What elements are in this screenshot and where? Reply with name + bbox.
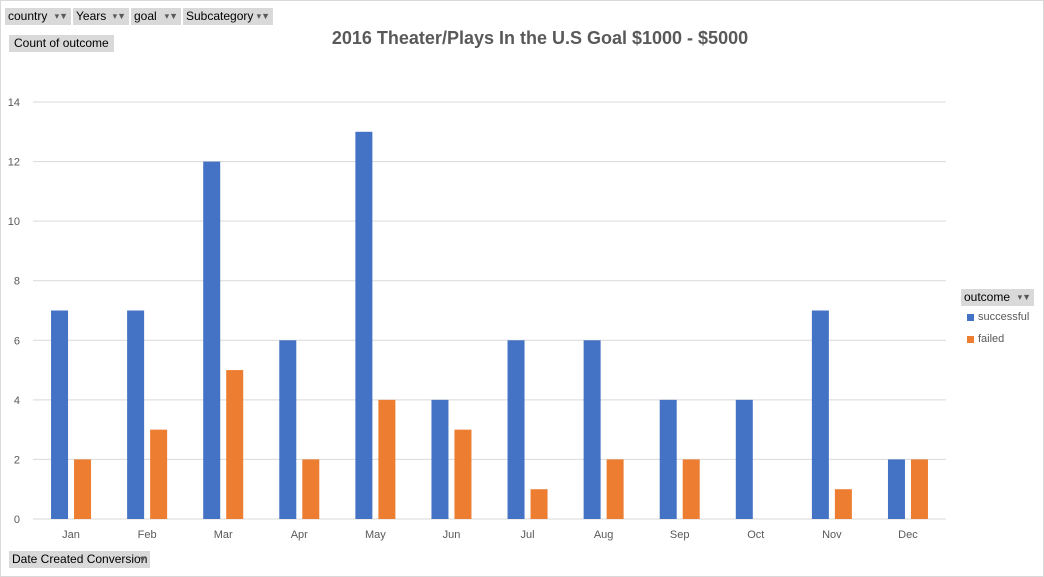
bar-failed-may xyxy=(378,399,396,519)
bar-failed-aug xyxy=(606,459,624,519)
axis-field-label: Date Created Conversion xyxy=(12,552,148,566)
y-tick-label: 0 xyxy=(14,514,20,526)
legend-swatch-successful xyxy=(967,314,974,321)
outcome-legend-label: outcome xyxy=(964,290,1011,304)
bar-failed-feb xyxy=(150,429,168,519)
bar-failed-jul xyxy=(530,489,548,519)
goal-filter-label: goal xyxy=(134,9,157,23)
bar-successful-sep xyxy=(659,399,677,519)
y-tick-label: 8 xyxy=(14,276,20,288)
years-filter-label: Years xyxy=(76,9,107,23)
y-tick-label: 2 xyxy=(14,454,20,466)
x-tick-label: Nov xyxy=(822,529,842,541)
country-filter-label: country xyxy=(8,9,48,23)
bar-successful-jan xyxy=(51,310,69,519)
y-tick-label: 10 xyxy=(8,216,20,228)
goal-filter-button[interactable]: goal ▾▼ xyxy=(131,8,181,25)
x-tick-label: May xyxy=(365,529,386,541)
filter-dropdown-icon: ▾▼ xyxy=(164,11,178,21)
axis-field-button[interactable]: Date Created Conversion ▼ xyxy=(9,551,150,568)
bar-successful-oct xyxy=(735,399,753,519)
bar-successful-feb xyxy=(127,310,145,519)
bar-failed-apr xyxy=(302,459,320,519)
bar-successful-dec xyxy=(887,459,905,519)
x-tick-label: Dec xyxy=(898,529,918,541)
chevron-down-icon: ▼ xyxy=(138,554,147,564)
chart-title: 2016 Theater/Plays In the U.S Goal $1000… xyxy=(331,28,749,48)
x-tick-label: Oct xyxy=(747,529,764,541)
x-tick-label: Aug xyxy=(594,529,614,541)
x-tick-label: Mar xyxy=(214,529,233,541)
bar-successful-mar xyxy=(203,161,221,520)
y-tick-label: 4 xyxy=(14,395,20,407)
bar-successful-aug xyxy=(583,340,601,519)
x-tick-label: Feb xyxy=(138,529,157,541)
x-tick-label: Apr xyxy=(291,529,308,541)
x-tick-label: Jan xyxy=(62,529,80,541)
y-tick-label: 14 xyxy=(8,97,20,109)
filter-dropdown-icon: ▾▼ xyxy=(112,11,126,21)
bar-successful-nov xyxy=(811,310,829,519)
bar-failed-jan xyxy=(74,459,92,519)
subcategory-filter-button[interactable]: Subcategory ▾▼ xyxy=(183,8,273,25)
legend-swatch-failed xyxy=(967,336,974,343)
x-tick-label: Jul xyxy=(521,529,535,541)
country-filter-button[interactable]: country ▾▼ xyxy=(5,8,71,25)
bar-successful-jun xyxy=(431,399,449,519)
subcategory-filter-label: Subcategory xyxy=(186,9,254,23)
filter-dropdown-icon: ▾▼ xyxy=(54,11,68,21)
filter-dropdown-icon: ▾▼ xyxy=(256,11,270,21)
legend-item-failed: failed xyxy=(978,333,1005,345)
bar-failed-sep xyxy=(682,459,700,519)
y-tick-label: 12 xyxy=(8,157,20,169)
x-tick-label: Jun xyxy=(443,529,461,541)
years-filter-button[interactable]: Years ▾▼ xyxy=(73,8,129,25)
x-tick-label: Sep xyxy=(670,529,690,541)
y-tick-label: 6 xyxy=(14,335,20,347)
bar-failed-mar xyxy=(226,370,244,519)
value-field-button[interactable]: Count of outcome xyxy=(9,35,114,52)
bar-successful-may xyxy=(355,131,373,520)
outcome-legend-filter-button[interactable]: outcome ▾▼ xyxy=(961,289,1034,306)
filter-dropdown-icon: ▾▼ xyxy=(1017,292,1031,302)
bar-failed-nov xyxy=(834,489,852,519)
legend-item-successful: successful xyxy=(978,311,1030,323)
bar-failed-dec xyxy=(910,459,928,519)
bar-failed-jun xyxy=(454,429,472,519)
bar-successful-apr xyxy=(279,340,297,519)
bar-successful-jul xyxy=(507,340,525,519)
